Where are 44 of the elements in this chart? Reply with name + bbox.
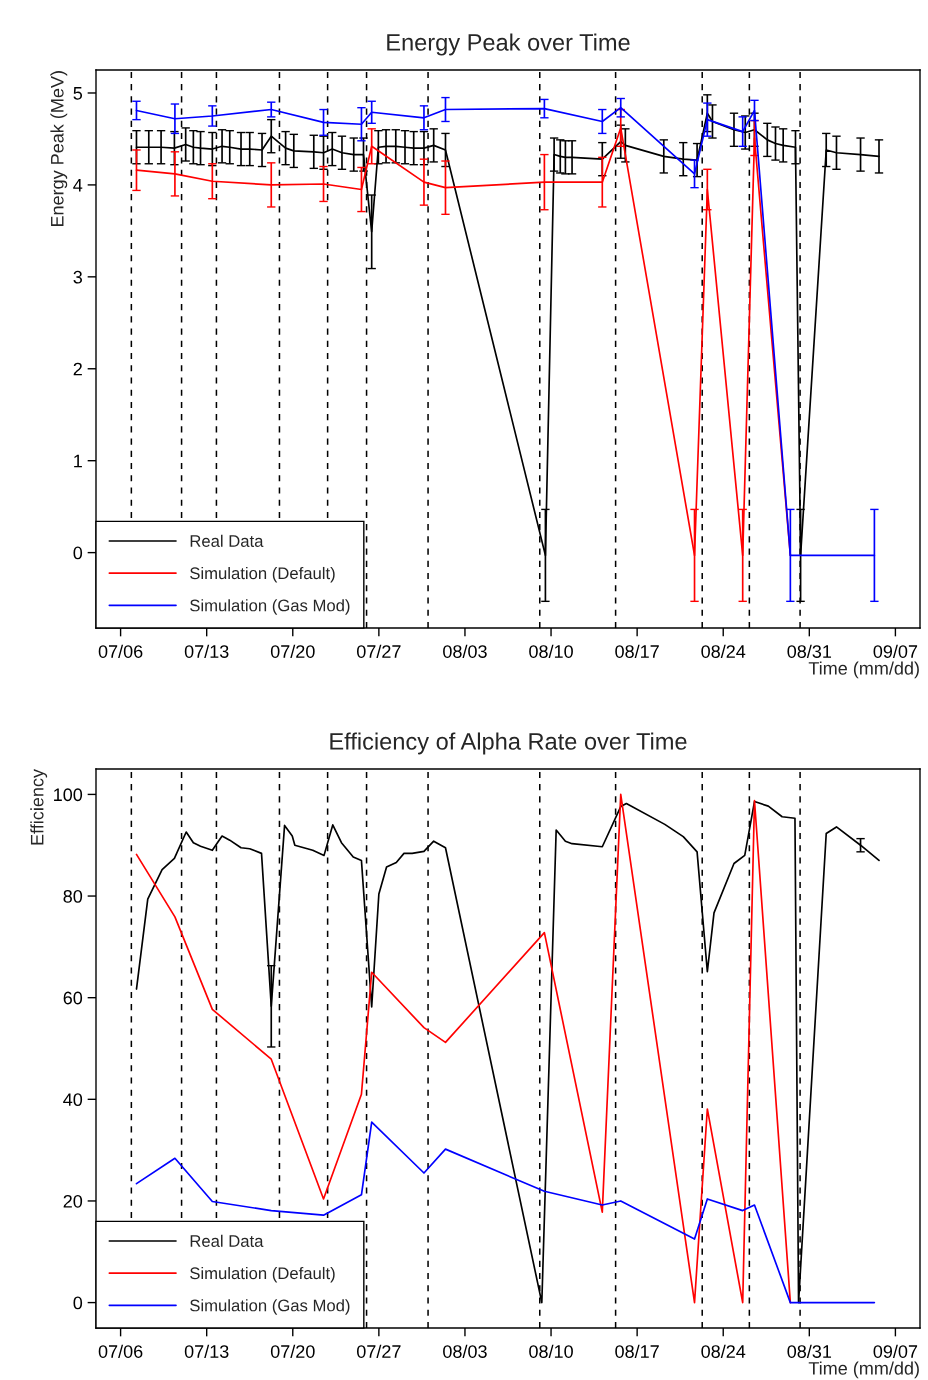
x-axis-title: Time (mm/dd) [808, 661, 919, 679]
x-axis-title: Time (mm/dd) [808, 1361, 919, 1379]
x-tick-label: 08/10 [529, 644, 573, 658]
y-tick-label: 0 [73, 546, 83, 560]
legend-label: Simulation (Gas Mod) [190, 599, 350, 615]
x-tick-label: 08/31 [787, 644, 832, 658]
y-tick-label: 20 [63, 1194, 83, 1208]
x-tick-label: 08/03 [443, 644, 487, 658]
x-tick-label: 07/27 [356, 644, 401, 658]
x-tick-label: 07/06 [98, 1344, 143, 1358]
x-tick-label: 07/13 [184, 1344, 229, 1358]
x-tick-label: 08/24 [701, 644, 746, 658]
x-tick-label: 07/13 [184, 644, 229, 658]
legend-label: Simulation (Default) [190, 1266, 335, 1283]
chart-title: Energy Peak over Time [387, 33, 630, 56]
y-tick-label: 2 [73, 362, 82, 376]
x-tick-label: 08/24 [701, 1344, 746, 1358]
legend-label: Real Data [190, 1234, 264, 1247]
chart-title: Efficiency of Alpha Rate over Time [330, 732, 687, 755]
x-tick-label: 08/17 [615, 1344, 659, 1358]
y-axis-title: Efficiency [30, 769, 48, 845]
x-tick-label: 08/17 [615, 644, 659, 658]
x-tick-label: 08/03 [443, 1344, 487, 1358]
legend-label: Simulation (Gas Mod) [190, 1299, 350, 1315]
x-tick-label: 07/27 [356, 1344, 401, 1358]
x-tick-label: 08/31 [787, 1344, 832, 1358]
y-tick-label: 40 [63, 1093, 83, 1107]
y-tick-label: 0 [73, 1296, 83, 1310]
x-tick-label: 07/20 [270, 644, 315, 658]
x-tick-label: 09/07 [873, 644, 918, 658]
x-tick-label: 07/06 [98, 644, 143, 658]
y-tick-label: 4 [73, 179, 83, 192]
y-tick-label: 100 [54, 788, 83, 802]
y-axis-title: Energy Peak (MeV) [50, 71, 68, 227]
y-tick-label: 3 [73, 270, 83, 284]
y-tick-label: 1 [74, 454, 82, 468]
y-tick-label: 5 [73, 87, 83, 100]
y-tick-label: 60 [63, 991, 83, 1005]
legend-label: Real Data [190, 534, 264, 547]
x-tick-label: 07/20 [270, 1344, 315, 1358]
legend-label: Simulation (Default) [190, 566, 335, 583]
x-tick-label: 08/10 [529, 1344, 573, 1358]
x-tick-label: 09/07 [873, 1344, 918, 1358]
y-tick-label: 80 [63, 889, 83, 903]
